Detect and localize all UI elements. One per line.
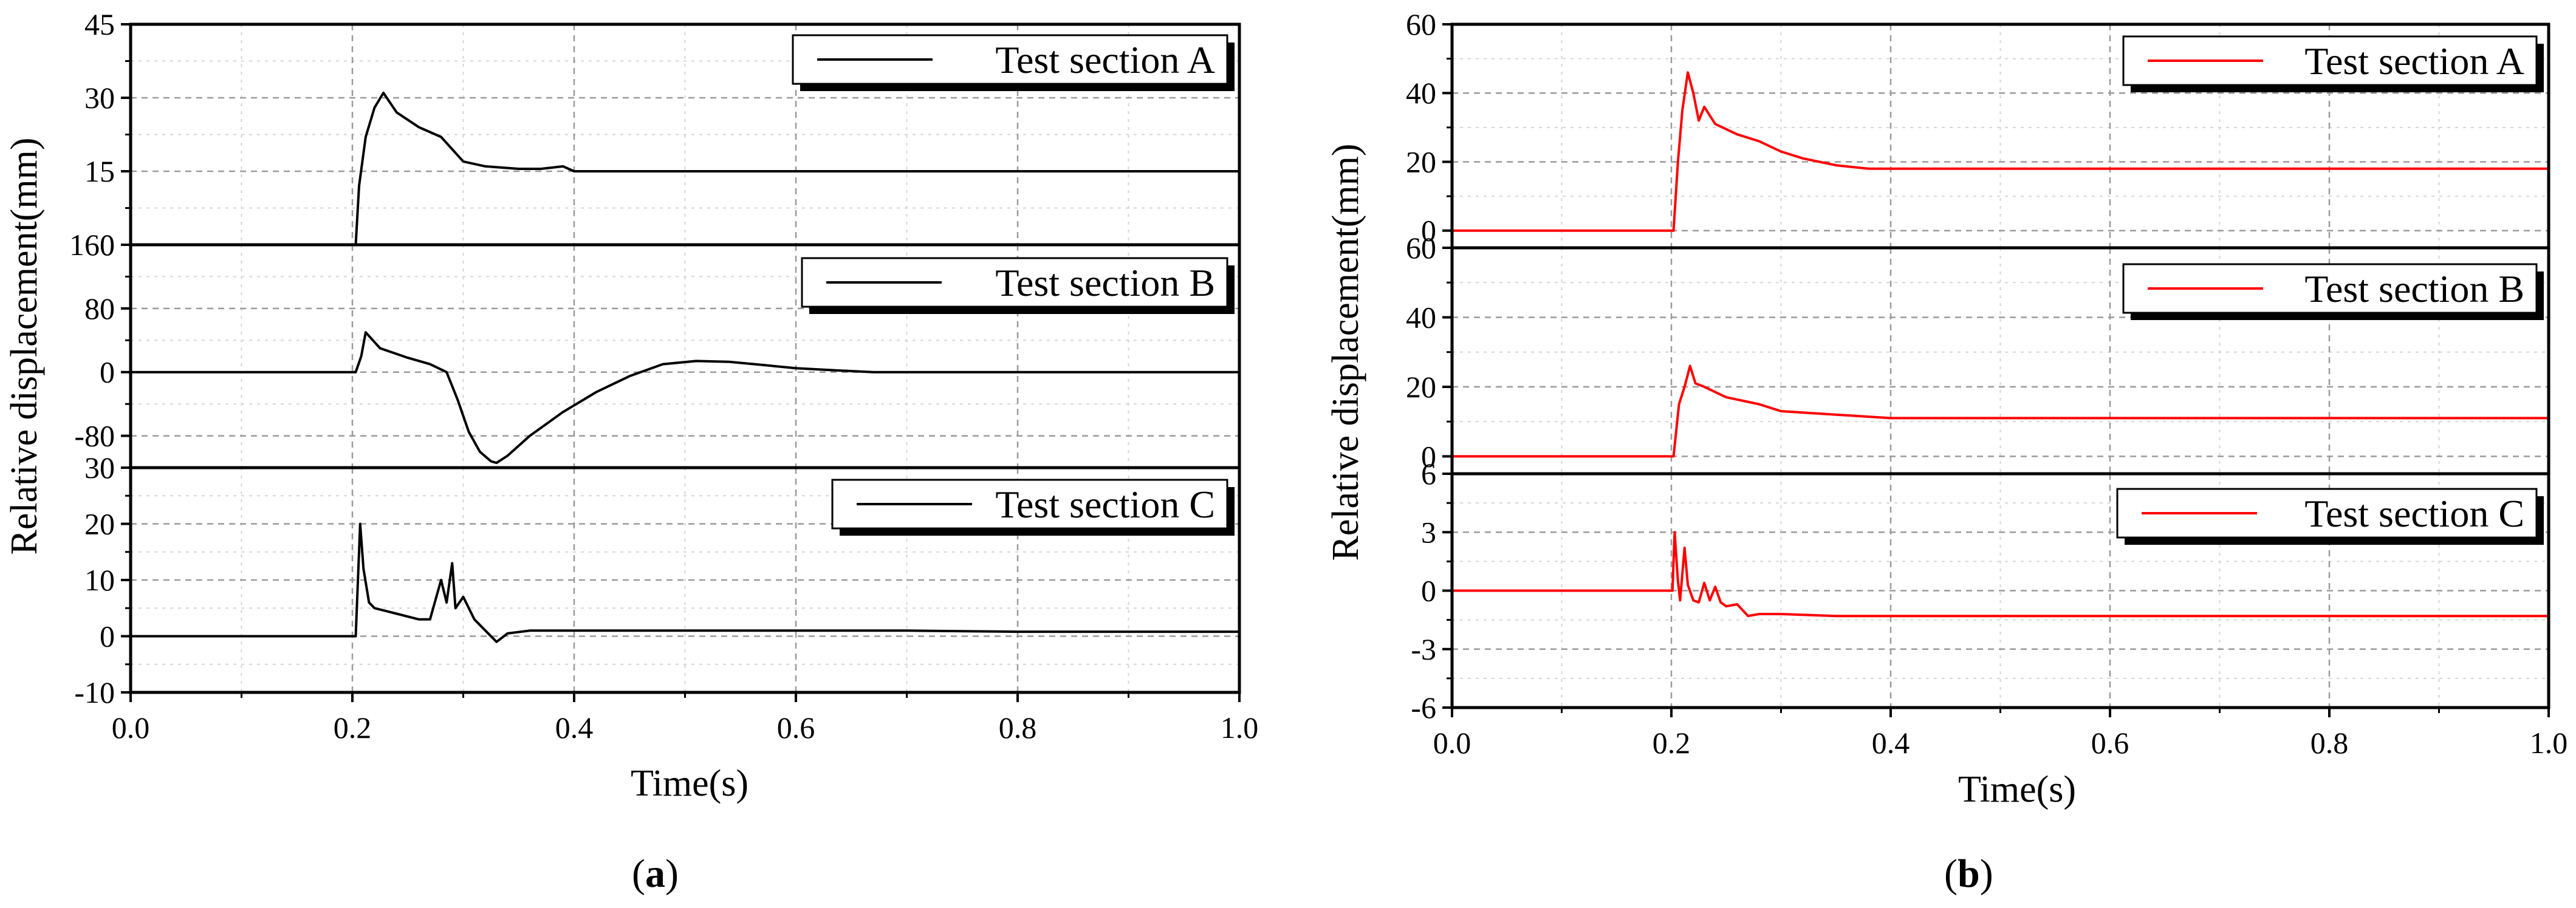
x-tick-label: 0.6 — [2091, 726, 2129, 760]
y-tick-label: 10 — [84, 563, 115, 597]
series-line-test-section-b — [1452, 364, 2549, 458]
x-tick-label: 0.6 — [777, 711, 815, 745]
legend-label: Test section A — [2304, 39, 2524, 83]
panel-b-caption: (b) — [1944, 852, 1993, 896]
x-tick-label: 0.2 — [334, 711, 372, 745]
y-tick-label: 60 — [1406, 7, 1436, 41]
legend-label: Test section C — [2304, 492, 2524, 535]
y-tick-label: 0 — [100, 620, 115, 654]
legend-label: Test section C — [995, 483, 1215, 526]
series-line-test-section-a — [1452, 71, 2549, 232]
y-tick-label: 0 — [100, 228, 115, 262]
x-tick-label: 0.0 — [112, 711, 150, 745]
y-tick-label: -10 — [74, 675, 115, 709]
panel-a-subplot-3: -10 0 10 20 30 Test section C — [74, 451, 1241, 709]
legend-test-section-c: Test section C — [2116, 488, 2544, 545]
legend-label: Test section B — [2304, 267, 2524, 310]
y-tick-label: 6 — [1421, 457, 1436, 491]
y-tick-label: 30 — [84, 451, 115, 485]
y-tick-label: -80 — [74, 419, 115, 453]
panel-a-caption-letter: a — [645, 852, 665, 896]
x-tick-label: 1.0 — [2530, 726, 2568, 760]
panel-a-subplot-2: -80 0 80 160 Test section B — [69, 228, 1241, 469]
y-tick-label: 160 — [69, 228, 115, 262]
y-tick-label: 0 — [1421, 439, 1436, 473]
panel-a-subplot-1: 0 15 30 45 Test section A — [84, 7, 1241, 262]
y-tick-label: -3 — [1411, 632, 1436, 666]
panel-b-x-axis: 0.0 0.2 0.4 0.6 0.8 1.0 — [1433, 708, 2568, 760]
panel-a-ylabel: Relative displacement(mm) — [4, 138, 45, 555]
panel-a-xlabel: Time(s) — [631, 763, 748, 804]
y-tick-label: 20 — [84, 507, 115, 541]
y-tick-label: 40 — [1406, 76, 1436, 110]
legend-test-section-b: Test section B — [2122, 263, 2544, 320]
y-tick-label: 45 — [84, 7, 115, 41]
legend-label: Test section A — [995, 38, 1215, 81]
panel-a: 0 15 30 45 Test section A -80 0 80 160 Test secti… — [69, 7, 1258, 745]
x-tick-label: 0.4 — [1872, 726, 1910, 760]
y-tick-label: 30 — [84, 81, 115, 115]
x-tick-label: 0.8 — [999, 711, 1037, 745]
series-line-test-section-a — [131, 91, 1239, 246]
y-tick-label: -6 — [1411, 691, 1436, 725]
panel-b-subplot-1: 0 20 40 60 Test section A — [1406, 7, 2550, 250]
series-line-test-section-c — [131, 522, 1239, 643]
panel-b-xlabel: Time(s) — [1958, 769, 2076, 810]
panel-a-caption: (a) — [632, 852, 679, 896]
legend-test-section-a: Test section A — [792, 34, 1235, 91]
series-line-test-section-b — [131, 331, 1239, 465]
y-tick-label: 40 — [1406, 300, 1436, 334]
legend-test-section-a: Test section A — [2122, 35, 2544, 92]
legend-test-section-b: Test section B — [801, 257, 1235, 314]
y-tick-label: 20 — [1406, 370, 1436, 404]
y-tick-label: 0 — [100, 355, 115, 389]
y-tick-label: 60 — [1406, 231, 1436, 265]
series-line-test-section-c — [1452, 531, 2549, 618]
y-tick-label: 80 — [84, 292, 115, 326]
legend-label: Test section B — [995, 261, 1215, 304]
y-tick-label: 15 — [84, 154, 115, 188]
x-tick-label: 0.4 — [555, 711, 594, 745]
y-tick-label: 0 — [1421, 214, 1436, 248]
y-tick-label: 0 — [1421, 574, 1436, 608]
x-tick-label: 0.2 — [1653, 726, 1691, 760]
panel-b-subplot-2: 0 20 40 60 Test section B — [1406, 231, 2550, 476]
panel-b-ylabel: Relative displacement(mm) — [1325, 144, 1366, 561]
x-tick-label: 1.0 — [1221, 711, 1259, 745]
panel-b-caption-letter: b — [1958, 852, 1980, 896]
x-tick-label: 0.8 — [2311, 726, 2349, 760]
legend-test-section-c: Test section C — [831, 479, 1235, 536]
y-tick-label: 3 — [1421, 515, 1436, 549]
x-tick-label: 0.0 — [1433, 726, 1471, 760]
y-tick-label: 20 — [1406, 145, 1436, 179]
panel-a-x-axis: 0.0 0.2 0.4 0.6 0.8 1.0 — [112, 692, 1259, 745]
panel-b-subplot-3: -6 -3 0 3 6 Test section C — [1411, 457, 2550, 725]
